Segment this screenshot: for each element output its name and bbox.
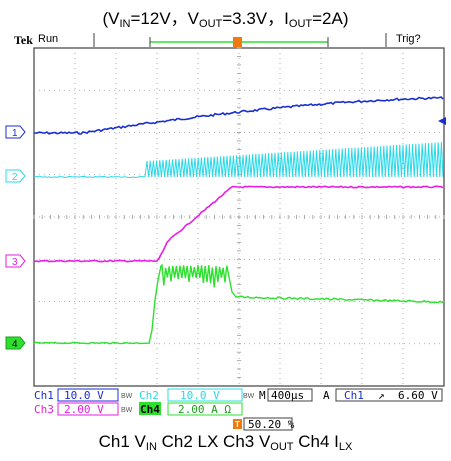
ch3-scale: 2.00 V bbox=[64, 403, 104, 416]
test-conditions-title: (VIN=12V，VOUT=3.3V，IOUT=2A) bbox=[102, 9, 349, 30]
acquisition-mode: A bbox=[323, 389, 330, 402]
ch4-ilx-trace bbox=[33, 263, 445, 345]
acquisition-state: Run bbox=[38, 33, 59, 45]
timebase-label: M bbox=[259, 389, 266, 402]
ch2-readout-label: Ch2 bbox=[139, 389, 159, 402]
trigger-slope-icon: ↗ bbox=[378, 389, 385, 402]
svg-text:T: T bbox=[235, 420, 240, 429]
svg-text:4: 4 bbox=[12, 339, 18, 350]
ch3-marker: 3 bbox=[5, 254, 26, 268]
ch4-scale: 2.00 A Ω bbox=[178, 403, 231, 416]
trigger-status: Trig? bbox=[396, 33, 421, 45]
trigger-position-readout: 50.20 % bbox=[248, 418, 295, 431]
trigger-level-arrow bbox=[438, 117, 446, 125]
ch2-marker: 2 bbox=[5, 169, 26, 183]
ch3-vout-trace bbox=[33, 185, 444, 263]
ch2-lx-trace bbox=[34, 142, 444, 179]
ch2-scale: 10.0 V bbox=[180, 389, 220, 402]
ch1-vin-trace bbox=[34, 96, 444, 135]
ch4-marker: 4 bbox=[5, 336, 26, 350]
ch4-readout-label: Ch4 bbox=[140, 403, 160, 416]
brand-logo: Tek bbox=[14, 33, 33, 47]
ch1-readout-label: Ch1 bbox=[34, 389, 54, 402]
channel-legend-caption: Ch1 VIN Ch2 LX Ch3 VOUT Ch4 ILX bbox=[98, 432, 353, 453]
scope-status-bar: Tek Run Trig? bbox=[8, 33, 448, 47]
svg-text:BW: BW bbox=[121, 407, 133, 414]
svg-text:BW: BW bbox=[121, 393, 133, 400]
timebase-value: 400µs bbox=[271, 389, 304, 402]
svg-text:BW: BW bbox=[243, 393, 255, 400]
ch1-marker: 1 bbox=[5, 125, 26, 139]
svg-text:3: 3 bbox=[12, 257, 18, 268]
trigger-level: 6.60 V bbox=[398, 389, 438, 402]
svg-text:1: 1 bbox=[12, 128, 18, 139]
ch3-readout-label: Ch3 bbox=[34, 403, 54, 416]
readout-panel: Ch1 10.0 V BW Ch2 10.0 V BW M 400µs A Ch… bbox=[34, 385, 444, 431]
trigger-source: Ch1 bbox=[344, 389, 364, 402]
svg-text:2: 2 bbox=[12, 172, 18, 183]
ch1-scale: 10.0 V bbox=[64, 389, 104, 402]
